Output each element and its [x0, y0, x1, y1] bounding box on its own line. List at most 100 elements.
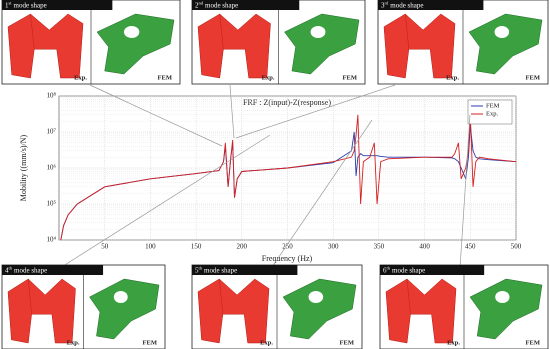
- mode-shape-panel: 1st mode shape Exp. FEM: [1, 0, 181, 85]
- fem-hole: [310, 26, 326, 38]
- x-tick-label: 400: [419, 243, 430, 251]
- ordinal-suffix: th: [9, 266, 13, 271]
- y-tick-label: 10⁴: [47, 236, 57, 244]
- exp-mesh: [406, 278, 411, 315]
- fem-label: FEM: [158, 74, 172, 81]
- y-tick-label: 10⁸: [47, 92, 57, 100]
- exp-mesh: [28, 278, 32, 315]
- legend-label: Exp.: [486, 110, 498, 117]
- panel-title: 1st mode shape: [5, 1, 47, 10]
- ordinal: 3: [381, 1, 385, 9]
- exp-label: Exp.: [262, 74, 275, 81]
- x-tick-label: 200: [237, 243, 248, 251]
- pointer-arrow: [235, 84, 396, 139]
- fem-label: FEM: [343, 74, 357, 81]
- x-tick-label: 450: [465, 243, 476, 251]
- ordinal-suffix: nd: [199, 1, 204, 6]
- pointer-arrow: [269, 119, 373, 271]
- x-tick-label: 350: [374, 243, 385, 251]
- y-tick-label: 10⁷: [47, 128, 57, 136]
- exp-mesh: [219, 278, 224, 315]
- ordinal-suffix: rd: [385, 1, 389, 6]
- ordinal: 6: [383, 266, 387, 274]
- fem-label: FEM: [526, 74, 540, 81]
- ordinal-suffix: st: [9, 1, 13, 6]
- mode-shape-panel: 6th mode shape Exp. FEM: [379, 264, 549, 349]
- exp-shape: [385, 278, 457, 344]
- pointer-arrow: [459, 114, 471, 269]
- caption: mode shape: [392, 266, 425, 274]
- pointer-arrow: [59, 134, 271, 269]
- panel-header: [192, 0, 300, 10]
- caption: mode shape: [205, 1, 238, 9]
- mode-shape-panel: 5th mode shape Exp. FEM: [191, 264, 363, 349]
- ordinal: 5: [195, 266, 199, 274]
- pointer-arrow: [229, 84, 235, 139]
- fem-shape: [469, 278, 543, 340]
- fem-shape: [468, 13, 543, 75]
- pointer-arrow: [89, 84, 223, 147]
- y-tick-label: 10⁶: [47, 164, 57, 172]
- exp-mesh: [30, 13, 35, 50]
- caption: mode shape: [14, 266, 47, 274]
- fem-shape: [89, 278, 160, 340]
- panel-header: [378, 0, 484, 10]
- fem-shape: [96, 13, 175, 75]
- x-tick-label: 50: [101, 243, 109, 251]
- fem-label: FEM: [340, 339, 354, 346]
- legend-label: FEM: [486, 102, 500, 109]
- mode-shape-panel: 2nd mode shape Exp. FEM: [191, 0, 366, 85]
- panel-title: 5th mode shape: [195, 266, 237, 275]
- panel-title: 2nd mode shape: [195, 1, 238, 10]
- x-axis-label: Frequency (Hz): [262, 254, 313, 263]
- panel-title: 3rd mode shape: [381, 1, 424, 10]
- ordinal-suffix: th: [199, 266, 203, 271]
- x-tick-label: 300: [328, 243, 339, 251]
- legend-box: [467, 99, 513, 125]
- caption: mode shape: [204, 266, 237, 274]
- chart-title: FRF : Z(input)-Z(response): [243, 98, 331, 107]
- exp-label: Exp.: [74, 74, 87, 81]
- x-tick-label: 500: [511, 243, 522, 251]
- exp-shape: [383, 13, 456, 79]
- fem-label: FEM: [143, 339, 157, 346]
- mode-shape-panel: 3rd mode shape Exp. FEM: [377, 0, 549, 85]
- fem-hole: [495, 291, 510, 303]
- fem-shape: [284, 13, 360, 75]
- fem-hole: [494, 26, 510, 38]
- fem-hole: [123, 26, 140, 38]
- panel-header: [380, 265, 485, 275]
- exp-label: Exp.: [446, 74, 459, 81]
- ordinal: 4: [5, 266, 9, 274]
- panel-header: [2, 0, 113, 10]
- exp-label: Exp.: [447, 339, 460, 346]
- panel-header: [192, 265, 298, 275]
- exp-mesh: [405, 13, 410, 50]
- ordinal: 1: [5, 1, 9, 9]
- caption: mode shape: [14, 1, 47, 9]
- y-axis-label: Mobility ((mm/s)/N): [19, 134, 28, 201]
- exp-shape: [197, 13, 271, 79]
- ordinal-suffix: th: [387, 266, 391, 271]
- x-tick-label: 250: [282, 243, 293, 251]
- exp-shape: [197, 278, 270, 344]
- exp-shape: [7, 278, 76, 344]
- panel-title: 6th mode shape: [383, 266, 425, 275]
- fem-shape: [282, 278, 357, 340]
- data-line: [60, 114, 517, 241]
- mode-shape-panel: 4th mode shape Exp. FEM: [1, 264, 166, 349]
- x-tick-label: 100: [145, 243, 156, 251]
- x-tick-label: 150: [191, 243, 202, 251]
- exp-shape: [7, 13, 84, 79]
- exp-label: Exp.: [67, 339, 80, 346]
- exp-label: Exp.: [260, 339, 273, 346]
- caption: mode shape: [390, 1, 423, 9]
- y-tick-label: 10⁵: [47, 200, 57, 208]
- fem-hole: [308, 291, 324, 303]
- fem-hole: [113, 291, 128, 303]
- panel-header: [2, 265, 104, 275]
- ordinal: 2: [195, 1, 199, 9]
- panel-title: 4th mode shape: [5, 266, 47, 275]
- fem-label: FEM: [526, 339, 540, 346]
